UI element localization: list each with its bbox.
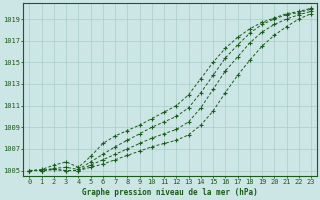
X-axis label: Graphe pression niveau de la mer (hPa): Graphe pression niveau de la mer (hPa) bbox=[82, 188, 258, 197]
